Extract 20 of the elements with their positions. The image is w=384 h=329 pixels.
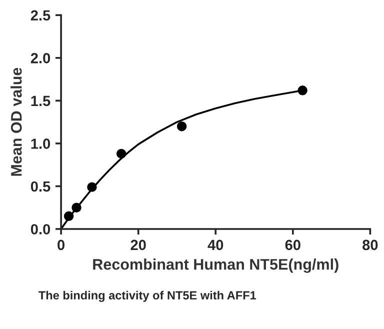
y-tick-label: 1.5 [31, 96, 50, 106]
x-tick-label: 40 [208, 240, 224, 250]
x-axis-title: Recombinant Human NT5E(ng/ml) [93, 258, 338, 273]
point [64, 211, 74, 222]
y-tick-label: 0.5 [30, 181, 50, 192]
x-tick-label: 20 [130, 240, 146, 250]
y-tick-label: 2.0 [30, 53, 50, 64]
y-axis-title: Mean OD value [10, 68, 22, 176]
point [176, 121, 187, 132]
point [298, 86, 308, 96]
x-tick-label: 0 [58, 240, 65, 250]
x-tick-label: 60 [285, 240, 300, 250]
point [72, 202, 82, 212]
text: The binding activity of NT5E with AFF1 [38, 290, 256, 302]
y-tick-label: 2.5 [30, 10, 50, 21]
y-tick-label: 1.0 [31, 138, 50, 149]
y-tick-label: 0.0 [30, 224, 50, 234]
point [116, 148, 126, 159]
x-tick-label: 80 [362, 240, 378, 250]
point [87, 182, 97, 192]
